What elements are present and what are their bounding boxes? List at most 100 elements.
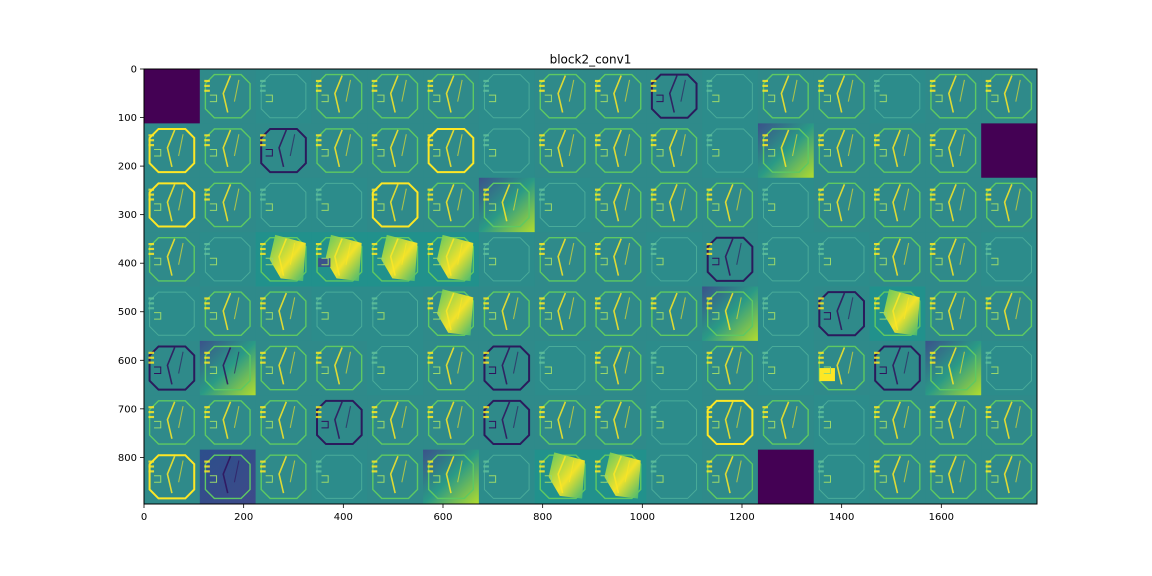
x-tick-label: 1000: [630, 512, 655, 523]
feature-tile: [478, 69, 536, 124]
feature-tile: [255, 340, 312, 396]
feature-tile: [757, 69, 815, 124]
feature-tile: [757, 395, 815, 451]
feature-tile: [534, 286, 591, 342]
feature-tile: [981, 449, 1037, 504]
feature-tile: [702, 123, 759, 179]
feature-tile: [981, 123, 1037, 179]
feature-tile: [981, 286, 1037, 342]
feature-tile: [813, 286, 871, 342]
feature-tile: [311, 340, 368, 396]
feature-tile: [702, 286, 759, 342]
feature-tile: [423, 395, 480, 451]
x-tick-label: 1400: [829, 512, 854, 523]
feature-tile: [925, 123, 982, 179]
feature-tile: [869, 286, 926, 342]
feature-tile: [199, 69, 257, 124]
feature-tile: [367, 395, 424, 451]
feature-tile: [423, 449, 480, 504]
feature-tile: [255, 177, 312, 233]
feature-tile: [869, 69, 926, 124]
feature-tile: [367, 340, 424, 396]
feature-tile: [423, 177, 480, 233]
feature-tile: [423, 232, 480, 287]
feature-tile: [869, 449, 926, 504]
feature-tile: [813, 449, 871, 504]
feature-tile: [478, 232, 536, 287]
feature-tile: [590, 123, 647, 179]
feature-tile: [311, 177, 368, 233]
feature-tile: [925, 340, 982, 396]
feature-tile: [702, 395, 759, 451]
feature-tile: [144, 123, 201, 179]
feature-tile: [255, 123, 312, 179]
feature-tile: [925, 177, 982, 233]
feature-tile: [813, 123, 871, 179]
x-tick-label: 400: [334, 512, 353, 523]
y-tick-label: 500: [118, 307, 137, 318]
feature-tile: [590, 232, 647, 287]
feature-tile: [311, 69, 368, 124]
feature-tile: [534, 123, 591, 179]
feature-tile: [925, 286, 982, 342]
y-tick-label: 600: [118, 356, 137, 367]
feature-tile: [255, 395, 312, 451]
feature-tile: [646, 123, 703, 179]
feature-tile: [423, 340, 480, 396]
feature-tile: [981, 177, 1037, 233]
y-tick-label: 200: [118, 162, 137, 173]
feature-tile: [981, 340, 1037, 396]
feature-tile: [199, 177, 257, 233]
feature-tile: [255, 69, 312, 124]
feature-tile: [869, 395, 926, 451]
feature-tile: [702, 449, 759, 504]
feature-tile: [255, 232, 312, 287]
feature-tile: [199, 449, 257, 504]
feature-tile: [925, 69, 982, 124]
feature-tile: [199, 123, 257, 179]
feature-tile: [311, 449, 368, 504]
x-tick-label: 0: [141, 512, 147, 523]
plot-frame: [143, 68, 1038, 505]
feature-tile: [981, 232, 1037, 287]
feature-tile: [813, 177, 871, 233]
feature-tile: [144, 69, 201, 124]
x-tick-label: 600: [433, 512, 452, 523]
feature-tile: [646, 449, 703, 504]
feature-tile: [199, 395, 257, 451]
feature-tile: [144, 340, 201, 396]
feature-tile: [144, 177, 201, 233]
feature-tile: [646, 232, 703, 287]
feature-tile: [869, 123, 926, 179]
feature-tile: [199, 232, 257, 287]
feature-tile: [757, 286, 815, 342]
feature-tile: [534, 340, 591, 396]
feature-tile: [478, 177, 536, 233]
feature-tile: [869, 340, 926, 396]
feature-tile: [813, 69, 871, 124]
y-tick-label: 300: [118, 210, 137, 221]
y-tick-label: 100: [118, 113, 137, 124]
feature-tile: [590, 69, 647, 124]
x-tick-label: 800: [533, 512, 552, 523]
feature-tile: [311, 232, 368, 287]
feature-tile: [534, 69, 591, 124]
feature-tile: [757, 232, 815, 287]
feature-tile: [478, 449, 536, 504]
feature-tile: [757, 123, 815, 179]
feature-tile: [144, 286, 201, 342]
feature-tile: [869, 177, 926, 233]
feature-tile: [702, 177, 759, 233]
feature-tile: [311, 286, 368, 342]
feature-tile: [534, 177, 591, 233]
feature-tile: [925, 232, 982, 287]
feature-tile: [255, 449, 312, 504]
y-tick-label: 800: [118, 453, 137, 464]
y-tick-label: 0: [131, 65, 137, 76]
feature-tile: [367, 449, 424, 504]
feature-tile: [534, 395, 591, 451]
feature-tile: [813, 232, 871, 287]
x-tick-label: 1200: [729, 512, 754, 523]
feature-tile: [646, 286, 703, 342]
